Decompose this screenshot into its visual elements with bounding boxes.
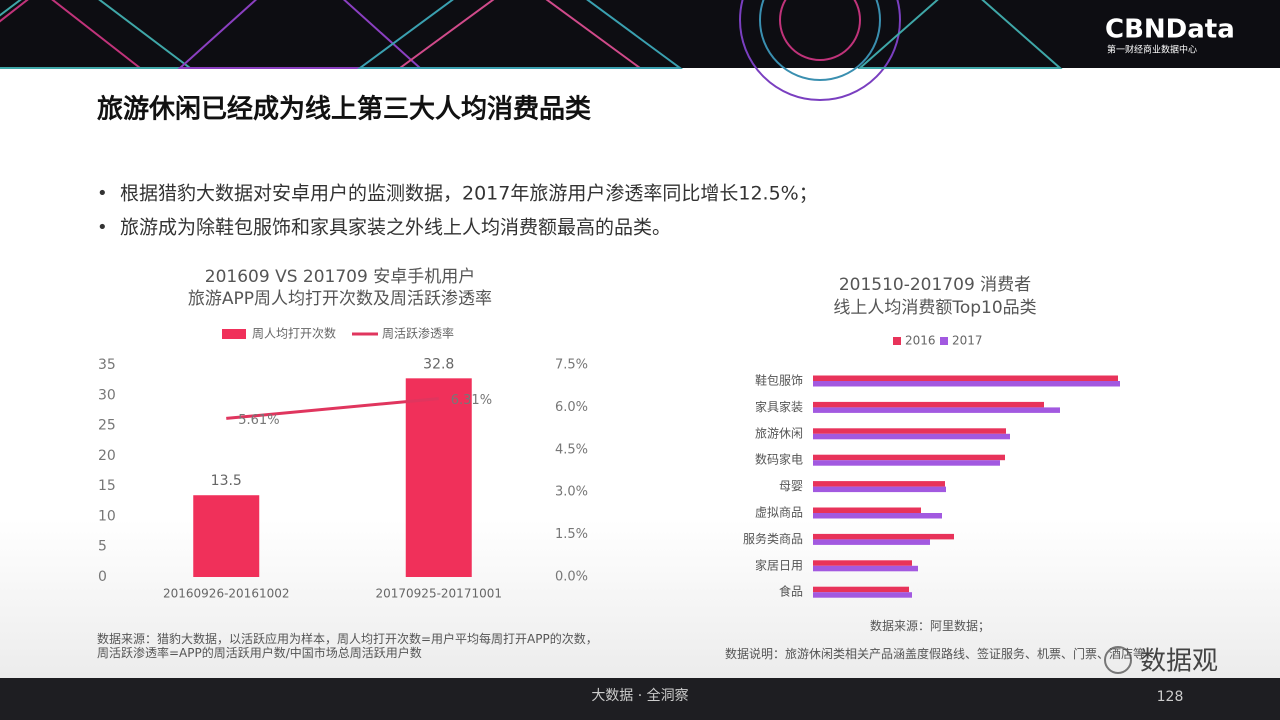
bar: [813, 560, 912, 566]
chart-note: 数据来源：猎豹大数据，以活跃应用为样本，周人均打开次数=用户平均每周打开APP的…: [97, 632, 598, 660]
bar: [813, 401, 1044, 408]
legend-label: 周活跃渗透率: [382, 326, 454, 341]
bar: [813, 375, 1118, 381]
bullet-dot: •: [97, 183, 108, 204]
y2-tick-label: 4.5%: [555, 442, 588, 457]
legend-label: 周人均打开次数: [252, 326, 336, 341]
y2-tick-label: 0.0%: [555, 570, 588, 585]
y-tick-label: 鞋包服饰: [755, 373, 803, 388]
chart-title: 旅游APP周人均打开次数及周活跃渗透率: [188, 289, 492, 309]
y-tick-label: 虚拟商品: [755, 505, 803, 520]
legend-swatch: [222, 329, 246, 339]
bar: [813, 586, 909, 593]
chart-title: 线上人均消费额Top10品类: [833, 298, 1036, 318]
y-tick-label: 35: [98, 357, 116, 373]
bar: [813, 433, 1010, 440]
y-tick-label: 30: [98, 387, 116, 403]
y-tick-label: 10: [98, 508, 116, 524]
x-tick-label: 20160926-20161002: [163, 587, 290, 601]
bar: [813, 481, 945, 487]
bullet: 旅游成为除鞋包服饰和家具家装之外线上人均消费额最高的品类。: [120, 217, 671, 239]
y2-tick-label: 1.5%: [555, 527, 588, 542]
y-tick-label: 旅游休闲: [755, 426, 803, 440]
header-bar: [0, 0, 1280, 68]
brand-name: CBNData: [1105, 15, 1235, 45]
chart-note: 数据说明：旅游休闲类相关产品涵盖度假路线、签证服务、机票、门票、酒店等: [724, 647, 1145, 661]
chart-title: 201510-201709 消费者: [839, 275, 1031, 295]
bar: [813, 539, 930, 545]
footer-bar: [0, 678, 1280, 720]
bullet: 根据猎豹大数据对安卓用户的监测数据，2017年旅游用户渗透率同比增长12.5%；: [120, 183, 818, 205]
bar: [813, 565, 918, 572]
y2-tick-label: 3.0%: [555, 485, 588, 500]
footer-slogan: 大数据 · 全洞察: [591, 687, 688, 704]
bar: [813, 454, 1005, 461]
y-tick-label: 家具家装: [755, 399, 803, 414]
y-tick-label: 0: [98, 569, 107, 585]
bullet-dot: •: [97, 217, 108, 238]
data-label: 32.8: [423, 356, 454, 372]
bar: [813, 513, 942, 519]
bar: [813, 407, 1060, 413]
header-pattern: [0, 0, 1063, 101]
y-tick-label: 服务类商品: [743, 531, 803, 546]
wechat-icon: [1104, 646, 1132, 674]
data-label: 6.31%: [451, 393, 492, 408]
brand-tagline: 第一财经商业数据中心: [1107, 44, 1197, 56]
legend-label: 2016: [905, 334, 936, 348]
bar: [813, 460, 1000, 466]
legend-swatch: [940, 337, 948, 345]
bar: [813, 486, 946, 493]
bar: [813, 507, 921, 513]
bar: [813, 592, 912, 598]
bar: [813, 533, 954, 540]
legend-label: 2017: [952, 334, 983, 348]
chart-title: 201609 VS 201709 安卓手机用户: [205, 267, 475, 287]
y2-tick-label: 6.0%: [555, 400, 588, 415]
bar: [193, 495, 260, 577]
y-tick-label: 25: [98, 418, 116, 434]
chart-source: 数据来源：阿里数据；: [869, 619, 990, 633]
slide-title: 旅游休闲已经成为线上第三大人均消费品类: [97, 94, 591, 125]
line-series: [226, 397, 439, 420]
bar: [813, 381, 1120, 387]
page-number: 128: [1157, 689, 1184, 705]
bar: [813, 428, 1006, 434]
watermark: 数据观: [1140, 647, 1218, 677]
x-tick-label: 20170925-20171001: [376, 587, 503, 601]
y-tick-label: 20: [98, 448, 116, 464]
y-tick-label: 家居日用: [755, 557, 803, 572]
data-label: 5.61%: [238, 413, 279, 428]
bar: [405, 378, 472, 577]
legend-swatch: [893, 337, 901, 345]
y2-tick-label: 7.5%: [555, 358, 588, 373]
y-tick-label: 母婴: [779, 479, 803, 493]
y-tick-label: 15: [98, 478, 116, 494]
data-label: 13.5: [211, 473, 242, 489]
y-tick-label: 数码家电: [755, 452, 803, 467]
y-tick-label: 5: [98, 539, 107, 555]
y-tick-label: 食品: [779, 584, 803, 599]
